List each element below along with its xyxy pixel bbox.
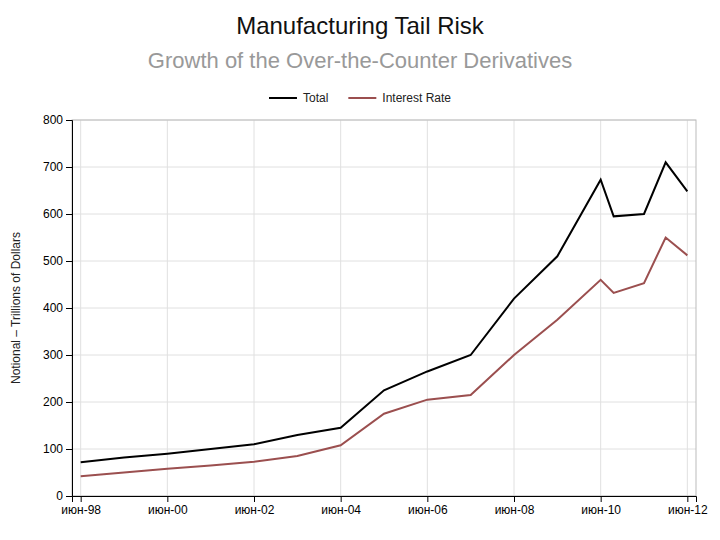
x-tick-mark xyxy=(254,496,255,502)
y-tick-label: 0 xyxy=(56,489,63,503)
chart: июн-98 июн-00 июн-02 июн-04 июн-06 июн-08 июн-… xyxy=(0,0,720,540)
legend-item: Interest Rate xyxy=(348,91,451,105)
legend-item: Total xyxy=(269,91,328,105)
x-tick-label: июн-00 xyxy=(148,503,188,517)
y-tick-label: 600 xyxy=(43,207,63,221)
y-tick-mark xyxy=(66,167,72,168)
legend: Total Interest Rate xyxy=(269,91,451,105)
y-tick-label: 100 xyxy=(43,442,63,456)
x-tick: июн-00 xyxy=(148,496,188,517)
y-tick-mark xyxy=(66,449,72,450)
x-tick-label: июн-02 xyxy=(235,503,275,517)
x-tick: июн-04 xyxy=(321,496,361,517)
x-tick-mark xyxy=(687,496,688,502)
y-tick-mark xyxy=(66,261,72,262)
x-tick-mark xyxy=(341,496,342,502)
x-tick-mark xyxy=(167,496,168,502)
x-tick-label: июн-10 xyxy=(581,503,621,517)
x-tick-mark xyxy=(514,496,515,502)
x-tick-mark xyxy=(427,496,428,502)
x-tick-label: июн-08 xyxy=(495,503,535,517)
series-line xyxy=(81,162,688,462)
legend-label: Interest Rate xyxy=(382,91,451,105)
y-axis: 0 100 200 300 400 500 600 700 800 xyxy=(43,113,73,503)
grid-line-y xyxy=(72,167,696,168)
legend-label: Total xyxy=(303,91,328,105)
y-tick-mark xyxy=(66,496,72,497)
plot-area: июн-98 июн-00 июн-02 июн-04 июн-06 июн-08 июн-… xyxy=(43,113,708,516)
x-tick-mark xyxy=(81,496,82,502)
grid-line-y xyxy=(72,214,696,215)
x-tick: июн-06 xyxy=(408,496,448,517)
y-tick: 0 xyxy=(56,489,72,503)
legend-swatch xyxy=(269,97,297,99)
grid-line-y xyxy=(72,402,696,403)
y-tick: 400 xyxy=(43,301,72,315)
y-tick-mark xyxy=(66,120,72,121)
y-tick: 700 xyxy=(43,160,72,174)
grid-line-y xyxy=(72,261,696,262)
y-tick: 600 xyxy=(43,207,72,221)
grid xyxy=(72,120,696,496)
y-tick-mark xyxy=(66,355,72,356)
x-axis-line xyxy=(73,497,697,503)
grid-line-y xyxy=(72,355,696,356)
x-tick-label: июн-04 xyxy=(321,503,361,517)
y-tick-mark xyxy=(66,308,72,309)
y-tick-label: 300 xyxy=(43,348,63,362)
x-tick: июн-08 xyxy=(495,496,535,517)
y-tick-label: 700 xyxy=(43,160,63,174)
x-tick-label: июн-06 xyxy=(408,503,448,517)
grid-line-y xyxy=(72,308,696,309)
y-tick: 800 xyxy=(43,113,72,127)
x-tick-mark xyxy=(601,496,602,502)
x-tick-label: июн-12 xyxy=(668,503,708,517)
grid-line-y xyxy=(72,449,696,450)
y-tick-label: 500 xyxy=(43,254,63,268)
y-tick-mark xyxy=(66,214,72,215)
y-tick: 500 xyxy=(43,254,72,268)
y-tick-label: 400 xyxy=(43,301,63,315)
chart-container: июн-98 июн-00 июн-02 июн-04 июн-06 июн-08 июн-… xyxy=(0,0,720,540)
y-tick: 300 xyxy=(43,348,72,362)
x-tick: июн-02 xyxy=(235,496,275,517)
y-axis-title: Notional – Trillions of Dollars xyxy=(9,232,23,384)
legend-swatch xyxy=(348,97,376,99)
subtitle: Growth of the Over-the-Counter Derivativ… xyxy=(148,48,572,73)
x-tick-label: июн-98 xyxy=(61,503,101,517)
y-tick-label: 800 xyxy=(43,113,63,127)
plot-frame xyxy=(72,120,696,496)
y-tick: 100 xyxy=(43,442,72,456)
x-tick: июн-98 xyxy=(61,496,101,517)
title: Manufacturing Tail Risk xyxy=(236,12,485,39)
series-line xyxy=(81,238,688,477)
lines xyxy=(81,162,688,476)
x-axis: июн-98 июн-00 июн-02 июн-04 июн-06 июн-08 июн-… xyxy=(61,496,708,517)
y-axis-line xyxy=(66,121,73,497)
x-tick: июн-10 xyxy=(581,496,621,517)
x-tick: июн-12 xyxy=(668,496,708,517)
y-tick-label: 200 xyxy=(43,395,63,409)
y-tick: 200 xyxy=(43,395,72,409)
y-tick-mark xyxy=(66,402,72,403)
